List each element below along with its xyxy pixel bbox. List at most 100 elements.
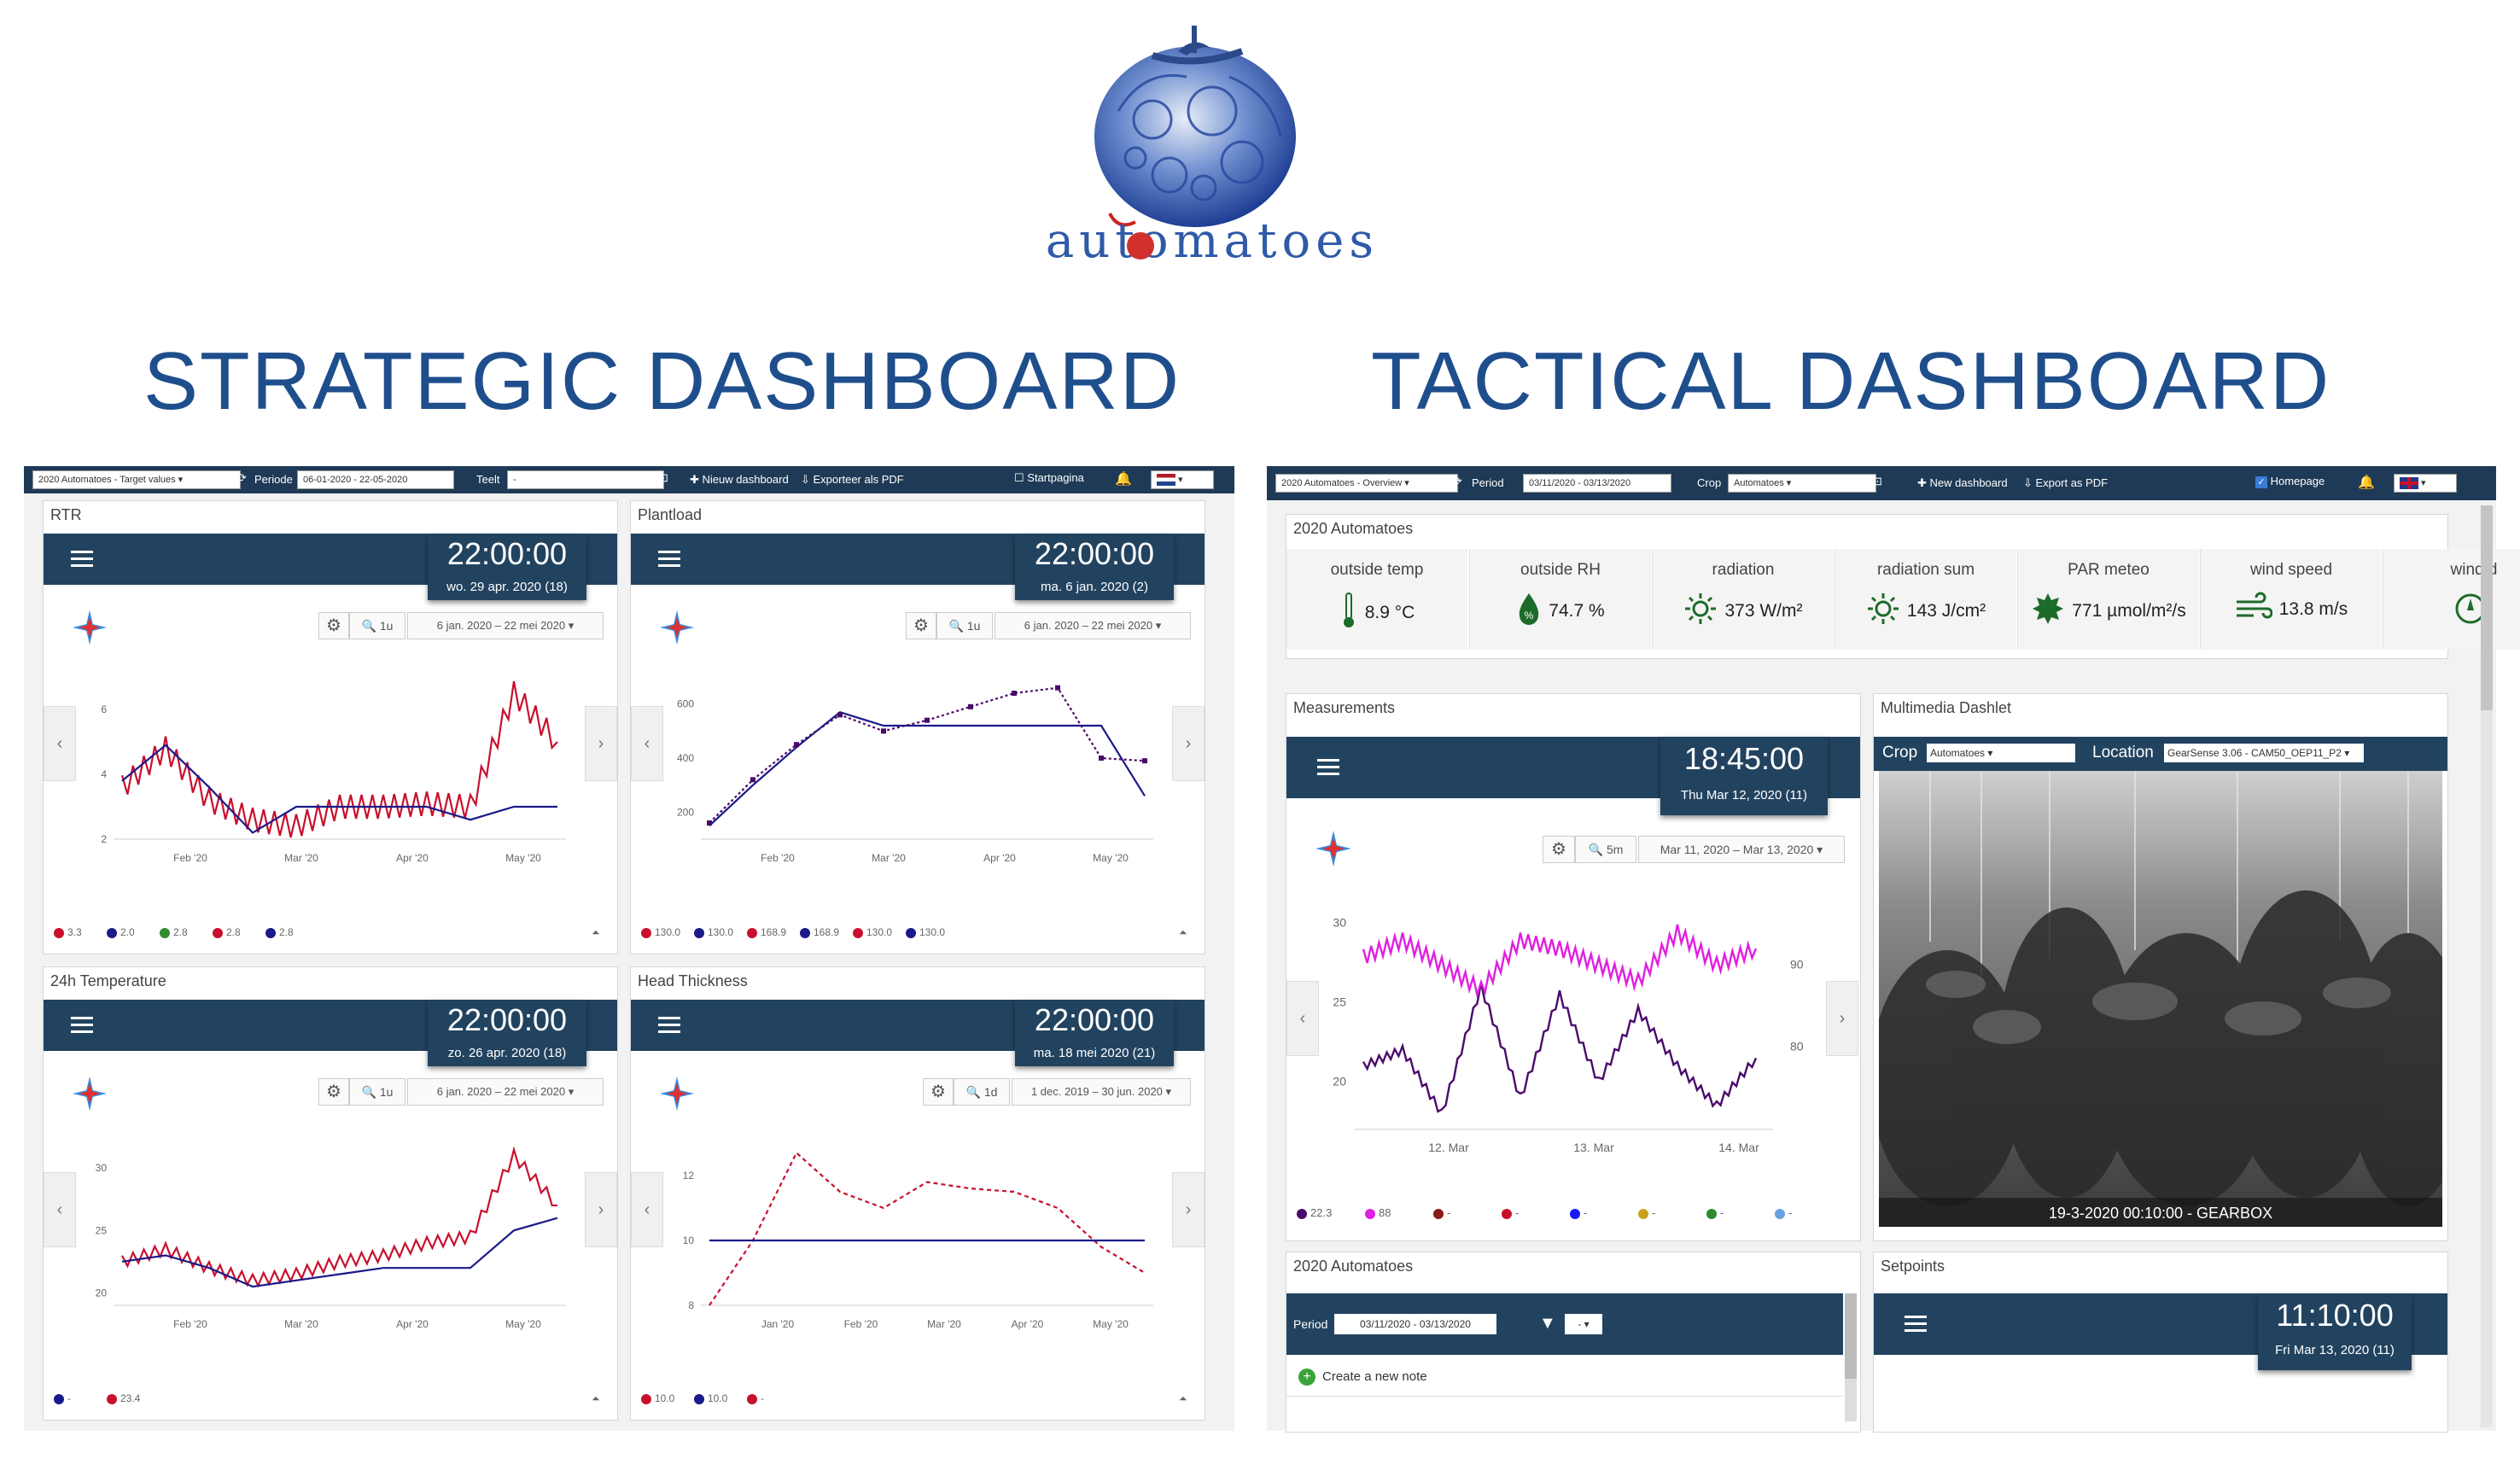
menu-icon[interactable] [658, 551, 680, 553]
legend-item[interactable]: - [1433, 1206, 1450, 1219]
measurements-interval-button[interactable]: 🔍 5m [1575, 836, 1636, 863]
x-tick-label: Apr '20 [396, 852, 429, 864]
tactical-crop-clear-icon[interactable]: ⊡ [1873, 475, 1882, 487]
tactical-crop-select[interactable]: Automatoes ▾ [1728, 474, 1876, 493]
chart-next-arrow[interactable]: › [585, 1172, 617, 1247]
legend-item[interactable]: - [747, 1392, 764, 1404]
weather-cell: radiation sum 143 J/cm² [1835, 549, 2016, 650]
legend-item[interactable]: 3.3 [54, 926, 82, 938]
chart-next-arrow[interactable]: › [1172, 706, 1205, 781]
legend-item[interactable]: - [1638, 1206, 1655, 1219]
page-scrollbar[interactable] [2481, 505, 2493, 1427]
legend-item[interactable]: 130.0 [853, 926, 892, 938]
language-select[interactable]: ▾ [1151, 470, 1214, 489]
legend-item[interactable]: 168.9 [800, 926, 839, 938]
tactical-period-input[interactable]: 03/11/2020 - 03/13/2020 [1523, 474, 1671, 493]
notes-period-input[interactable]: 03/11/2020 - 03/13/2020 [1334, 1314, 1496, 1334]
chart-prev-arrow[interactable]: ‹ [631, 706, 663, 781]
homepage-checkbox[interactable]: ✓ Homepage [2255, 475, 2325, 488]
legend-item[interactable]: 2.0 [107, 926, 135, 938]
legend-item[interactable]: 130.0 [906, 926, 945, 938]
legend-value: 23.4 [120, 1392, 141, 1404]
chart-next-arrow[interactable]: › [1172, 1172, 1205, 1247]
collapse-legend-icon[interactable]: ⏶ [1179, 926, 1187, 938]
x-tick-label: Feb '20 [173, 1318, 207, 1330]
legend-item[interactable]: - [1502, 1206, 1519, 1219]
setpoints-menu-icon[interactable] [1905, 1316, 1927, 1318]
interval-button[interactable]: 🔍 1u [349, 1078, 405, 1106]
legend-dot [1775, 1208, 1785, 1219]
multimedia-crop-value: Automatoes [1930, 747, 1986, 759]
legend-item[interactable]: 10.0 [694, 1392, 727, 1404]
series-point [1142, 758, 1147, 764]
notification-bell-icon[interactable]: 🔔 [1115, 472, 1132, 487]
svg-text:%: % [1525, 610, 1534, 622]
project-select-value: 2020 Automatoes - Target values [38, 475, 176, 485]
range-select[interactable]: 6 jan. 2020 – 22 mei 2020 ▾ [407, 1078, 604, 1106]
filter-icon[interactable]: ▼ [1539, 1314, 1556, 1333]
legend-item[interactable]: - [54, 1392, 71, 1404]
legend-item[interactable]: 130.0 [641, 926, 680, 938]
legend-item[interactable]: 88 [1365, 1206, 1391, 1219]
tactical-export-pdf-button[interactable]: ⇩ Export as PDF [2023, 476, 2109, 489]
legend-item[interactable]: - [1570, 1206, 1587, 1219]
interval-button[interactable]: 🔍 1d [954, 1078, 1010, 1106]
settings-button[interactable]: ⚙ [906, 612, 936, 639]
menu-icon[interactable] [71, 551, 93, 553]
collapse-legend-icon[interactable]: ⏶ [1179, 1392, 1187, 1404]
chart-prev-arrow[interactable]: ‹ [631, 1172, 663, 1247]
create-note-button[interactable]: + Create a new note [1298, 1369, 1427, 1386]
collapse-legend-icon[interactable]: ⏶ [592, 1392, 600, 1404]
legend-item[interactable]: 10.0 [641, 1392, 674, 1404]
legend-item[interactable]: - [1775, 1206, 1792, 1219]
tactical-notification-bell-icon[interactable]: 🔔 [2358, 476, 2375, 490]
legend-item[interactable]: 2.8 [213, 926, 241, 938]
camera-caption: 19-3-2020 00:10:00 - GEARBOX [2048, 1205, 2273, 1222]
interval-button[interactable]: 🔍 1u [936, 612, 993, 639]
chart-next-arrow[interactable]: › [1826, 981, 1858, 1056]
interval-button[interactable]: 🔍 1u [349, 612, 405, 639]
chart-next-arrow[interactable]: › [585, 706, 617, 781]
teelt-clear-icon[interactable]: ⊡ [659, 471, 668, 484]
legend-item[interactable]: 2.8 [160, 926, 188, 938]
legend-item[interactable]: - [1706, 1206, 1724, 1219]
y-tick-label: 2 [101, 833, 107, 845]
tactical-language-select[interactable]: ▾ [2394, 474, 2457, 493]
dutch-flag-icon [1157, 474, 1175, 487]
notes-filter-select[interactable]: - ▾ [1565, 1314, 1602, 1334]
legend-item[interactable]: 23.4 [107, 1392, 140, 1404]
chart-prev-arrow[interactable]: ‹ [1286, 981, 1319, 1056]
project-select[interactable]: 2020 Automatoes - Target values ▾ [32, 470, 241, 489]
legend-item[interactable]: 2.8 [265, 926, 294, 938]
multimedia-crop-select[interactable]: Automatoes ▾ [1927, 744, 2075, 762]
teelt-select[interactable]: - [507, 470, 664, 489]
export-pdf-button[interactable]: ⇩ Exporteer als PDF [801, 473, 904, 486]
menu-icon[interactable] [71, 1017, 93, 1019]
legend-value: 168.9 [761, 926, 787, 938]
measurements-settings-button[interactable]: ⚙ [1543, 836, 1575, 863]
legend-item[interactable]: 130.0 [694, 926, 733, 938]
tactical-new-dashboard-button[interactable]: ✚ New dashboard [1917, 476, 2008, 489]
menu-icon[interactable] [658, 1017, 680, 1019]
settings-button[interactable]: ⚙ [318, 612, 349, 639]
legend-item[interactable]: 22.3 [1297, 1206, 1332, 1219]
chart-prev-arrow[interactable]: ‹ [44, 1172, 76, 1247]
chart-prev-arrow[interactable]: ‹ [44, 706, 76, 781]
range-select[interactable]: 6 jan. 2020 – 22 mei 2020 ▾ [995, 612, 1191, 639]
startpagina-checkbox[interactable]: ☐ Startpagina [1014, 471, 1084, 484]
new-dashboard-button[interactable]: ✚ Nieuw dashboard [690, 473, 789, 486]
multimedia-location-select[interactable]: GearSense 3.06 - CAM50_OEP11_P2 ▾ [2164, 744, 2364, 762]
settings-button[interactable]: ⚙ [318, 1078, 349, 1106]
range-select[interactable]: 1 dec. 2019 – 30 jun. 2020 ▾ [1012, 1078, 1191, 1106]
menu-icon[interactable] [1317, 759, 1339, 762]
tactical-project-select[interactable]: 2020 Automatoes - Overview ▾ [1275, 474, 1458, 493]
measurements-range-select[interactable]: Mar 11, 2020 – Mar 13, 2020 ▾ [1638, 836, 1845, 863]
collapse-legend-icon[interactable]: ⏶ [592, 926, 600, 938]
tactical-refresh-icon[interactable]: ⟳ [1453, 475, 1462, 487]
settings-button[interactable]: ⚙ [923, 1078, 954, 1106]
legend-item[interactable]: 168.9 [747, 926, 786, 938]
refresh-icon[interactable]: ⟳ [237, 471, 247, 484]
periode-input[interactable]: 06-01-2020 - 22-05-2020 [297, 470, 454, 489]
range-select[interactable]: 6 jan. 2020 – 22 mei 2020 ▾ [407, 612, 604, 639]
notes-scrollbar[interactable] [1845, 1293, 1857, 1421]
